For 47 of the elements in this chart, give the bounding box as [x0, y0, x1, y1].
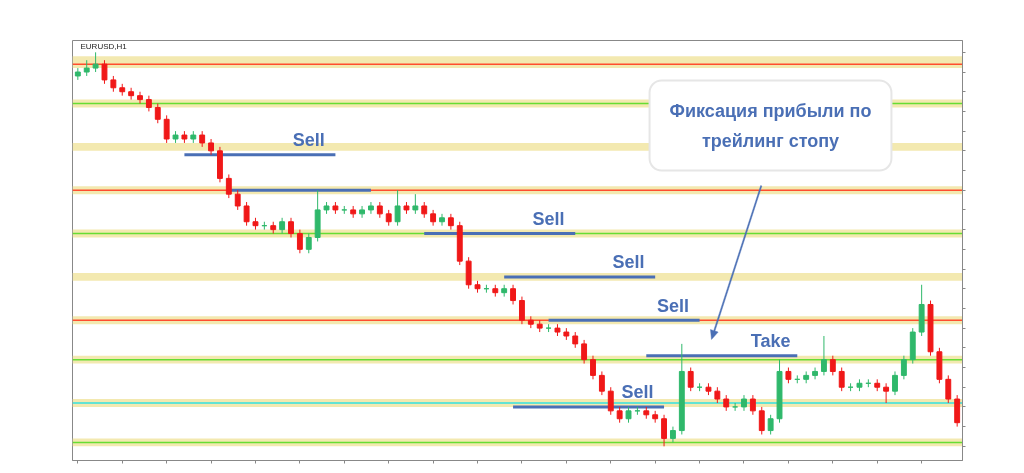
- chart-title: EURUSD,H1: [80, 41, 128, 51]
- candlestick: [590, 355, 596, 380]
- candlestick: [661, 414, 667, 447]
- candlestick: [305, 233, 312, 254]
- candlestick: [154, 103, 161, 124]
- candlestick: [767, 414, 774, 435]
- candlestick: [820, 335, 827, 376]
- candlestick: [101, 59, 108, 85]
- series-label: Sell: [621, 382, 654, 403]
- candlestick: [607, 386, 614, 416]
- candlestick: [243, 201, 250, 227]
- candlestick: [296, 229, 303, 254]
- candlestick: [394, 189, 401, 227]
- candlestick: [598, 370, 605, 396]
- candlestick: [92, 51, 99, 73]
- candlestick: [687, 367, 694, 392]
- candlestick: [945, 374, 952, 404]
- candlestick: [829, 355, 836, 376]
- series-label: Take: [750, 330, 791, 351]
- candlestick: [892, 370, 898, 396]
- candlestick: [368, 201, 374, 215]
- candlestick: [900, 355, 907, 380]
- candlestick: [749, 394, 756, 416]
- candlestick: [288, 217, 294, 238]
- candlestick: [234, 189, 241, 211]
- candlestick: [838, 367, 845, 392]
- candlestick: [412, 193, 419, 215]
- candlestick: [954, 394, 961, 428]
- candlestick: [163, 114, 170, 144]
- candlestick: [732, 402, 739, 412]
- candlestick: [439, 213, 445, 227]
- candlestick: [758, 406, 765, 435]
- candlestick: [883, 382, 890, 404]
- series-label: Sell: [612, 252, 645, 273]
- candlestick: [812, 367, 818, 380]
- candlestick: [519, 296, 525, 325]
- candlestick: [581, 339, 588, 365]
- candlestick: [510, 284, 516, 305]
- series-label: Sell: [656, 295, 689, 316]
- annotation: Фиксация прибыли по трейлинг стопу: [669, 100, 872, 151]
- series-label: Sell: [292, 130, 325, 151]
- series-label: Sell: [532, 208, 565, 229]
- candlestick: [128, 87, 135, 101]
- candlestick: [137, 91, 143, 105]
- candlestick: [359, 205, 365, 219]
- candlestick: [225, 173, 232, 199]
- candlestick: [465, 256, 472, 290]
